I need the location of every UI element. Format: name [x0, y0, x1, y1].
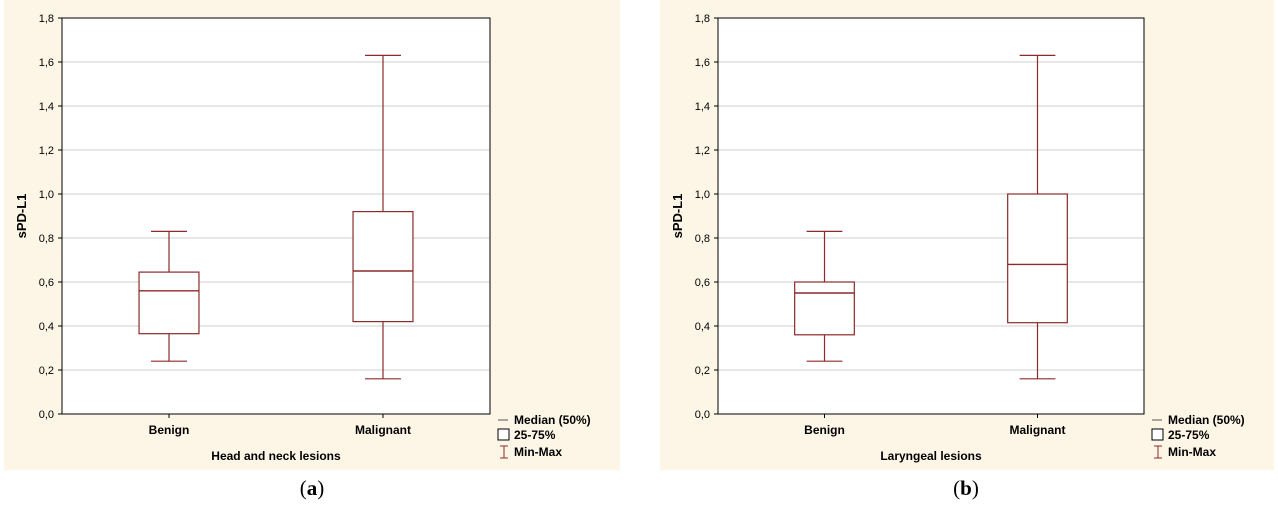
- y-tick-label: 0,2: [695, 365, 710, 377]
- y-tick-label: 1,2: [695, 145, 710, 157]
- legend-box-swatch: [1151, 428, 1164, 441]
- y-tick-label: 1,6: [39, 57, 54, 69]
- box-iqr: [138, 271, 200, 335]
- y-tick-label: 1,4: [695, 101, 710, 113]
- y-tick-label: 0,6: [39, 277, 54, 289]
- plot-area: [62, 18, 490, 414]
- caption-letter-a: a: [306, 476, 318, 500]
- y-axis-label: sPD-L1: [14, 194, 29, 239]
- x-tick-label: Malignant: [1010, 423, 1066, 437]
- legend-box-swatch: [497, 428, 510, 441]
- x-axis-label: Head and neck lesions: [211, 449, 341, 463]
- caption-b: (b): [953, 476, 979, 500]
- legend-whisker-label: Min-Max: [514, 445, 562, 459]
- legend-median-label: Median (50%): [514, 413, 591, 427]
- boxplot-chart-a: 0,0 0,2 0,4 0,6 0,8 1,0 1,2 1,4 1,6 1,8 sPD-L1 Beni…: [4, 0, 620, 470]
- y-tick-label: 1,8: [695, 13, 710, 25]
- plot-frame: [61, 17, 491, 415]
- caption-letter-b: b: [960, 476, 972, 500]
- legend-median-label: Median (50%): [1168, 413, 1245, 427]
- y-tick-label: 0,4: [695, 321, 710, 333]
- legend-box-label: 25-75%: [1168, 428, 1210, 442]
- x-tick-label: Benign: [149, 423, 190, 437]
- x-tick-label: Benign: [804, 423, 845, 437]
- y-tick-label: 0,4: [39, 321, 54, 333]
- chart-panel-b: 0,0 0,2 0,4 0,6 0,8 1,0 1,2 1,4 1,6 1,8 sPD-L1 Beni…: [660, 0, 1274, 470]
- y-tick-label: 1,0: [695, 189, 710, 201]
- y-tick-label: 0,0: [695, 409, 710, 421]
- caption-a: (a): [299, 476, 325, 500]
- plot-frame: [717, 17, 1145, 415]
- x-tick-label: Malignant: [355, 423, 411, 437]
- y-tick-label: 0,8: [39, 233, 54, 245]
- y-tick-label: 1,2: [39, 145, 54, 157]
- legend-box-label: 25-75%: [514, 428, 556, 442]
- y-tick-label: 0,6: [695, 277, 710, 289]
- y-tick-label: 0,0: [39, 409, 54, 421]
- x-axis-label: Laryngeal lesions: [880, 449, 982, 463]
- y-tick-label: 1,8: [39, 13, 54, 25]
- y-axis-label: sPD-L1: [670, 194, 685, 239]
- y-tick-label: 1,6: [695, 57, 710, 69]
- boxplot-chart-b: 0,0 0,2 0,4 0,6 0,8 1,0 1,2 1,4 1,6 1,8 sPD-L1 Beni…: [660, 0, 1274, 470]
- y-tick-label: 1,0: [39, 189, 54, 201]
- y-tick-label: 0,2: [39, 365, 54, 377]
- box-iqr: [352, 211, 414, 323]
- y-tick-label: 0,8: [695, 233, 710, 245]
- y-tick-label: 1,4: [39, 101, 54, 113]
- box-iqr: [794, 281, 855, 336]
- legend-whisker-label: Min-Max: [1168, 445, 1216, 459]
- chart-panel-a: 0,0 0,2 0,4 0,6 0,8 1,0 1,2 1,4 1,6 1,8 sPD-L1 Beni…: [4, 0, 620, 470]
- plot-area: [718, 18, 1144, 414]
- box-iqr: [1007, 193, 1068, 324]
